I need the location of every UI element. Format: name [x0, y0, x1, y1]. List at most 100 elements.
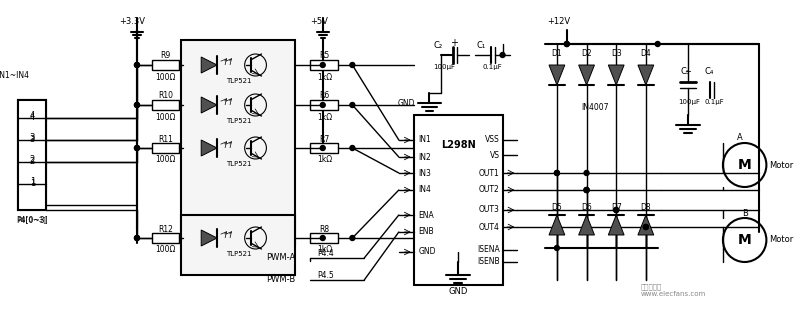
- Text: L298N: L298N: [441, 140, 475, 150]
- Polygon shape: [578, 215, 594, 235]
- Circle shape: [350, 146, 355, 151]
- Circle shape: [320, 235, 326, 240]
- Text: 100Ω: 100Ω: [155, 156, 176, 165]
- Bar: [414, 115, 502, 285]
- Text: C₂: C₂: [434, 40, 442, 49]
- Polygon shape: [202, 230, 217, 246]
- Circle shape: [350, 235, 355, 240]
- Text: 3: 3: [30, 134, 35, 142]
- Bar: [182, 40, 295, 245]
- Text: C₃: C₃: [681, 68, 690, 76]
- Text: Motor: Motor: [770, 161, 794, 170]
- Text: C₄: C₄: [704, 68, 714, 76]
- Text: 3: 3: [30, 136, 35, 145]
- Text: IN2: IN2: [418, 152, 431, 162]
- Text: Motor: Motor: [770, 235, 794, 244]
- Text: 2: 2: [30, 156, 35, 165]
- Polygon shape: [202, 140, 217, 156]
- Circle shape: [655, 42, 660, 47]
- Text: OUT4: OUT4: [478, 223, 500, 232]
- Text: 0.1μF: 0.1μF: [704, 99, 724, 105]
- Bar: [152, 143, 179, 153]
- Text: IN4007: IN4007: [582, 104, 609, 112]
- Bar: [18, 100, 46, 210]
- Text: C₁: C₁: [477, 40, 486, 49]
- Text: D3: D3: [611, 49, 622, 58]
- Text: D7: D7: [611, 203, 622, 212]
- Bar: [18, 100, 46, 210]
- Polygon shape: [250, 272, 310, 288]
- Circle shape: [500, 53, 505, 58]
- Circle shape: [564, 42, 570, 47]
- Bar: [310, 60, 338, 70]
- Text: 1kΩ: 1kΩ: [317, 112, 332, 121]
- Circle shape: [320, 146, 326, 151]
- Circle shape: [134, 146, 139, 151]
- Text: M: M: [738, 233, 751, 247]
- Text: IN4: IN4: [418, 186, 431, 194]
- Circle shape: [134, 235, 139, 240]
- Circle shape: [554, 245, 559, 250]
- Bar: [310, 233, 338, 243]
- Circle shape: [643, 224, 648, 229]
- Text: TLP521: TLP521: [226, 161, 251, 167]
- Text: 0.1μF: 0.1μF: [483, 64, 502, 70]
- Text: PWM-A: PWM-A: [266, 254, 295, 263]
- Circle shape: [554, 171, 559, 176]
- Text: 4: 4: [30, 114, 35, 122]
- Text: IN1~IN4: IN1~IN4: [0, 70, 30, 80]
- Circle shape: [350, 102, 355, 107]
- Circle shape: [614, 208, 618, 213]
- Text: +5V: +5V: [310, 18, 328, 27]
- Text: ISENA: ISENA: [477, 245, 500, 254]
- Text: 2: 2: [30, 157, 35, 167]
- Text: +3.3V: +3.3V: [119, 18, 145, 27]
- Circle shape: [643, 224, 648, 229]
- Circle shape: [564, 42, 570, 47]
- Text: 1: 1: [30, 179, 35, 188]
- Text: 电子发烧友
www.elecfans.com: 电子发烧友 www.elecfans.com: [641, 283, 706, 297]
- Circle shape: [134, 146, 139, 151]
- Text: R6: R6: [319, 91, 330, 100]
- Circle shape: [134, 63, 139, 68]
- Text: ENB: ENB: [418, 228, 434, 237]
- Polygon shape: [202, 97, 217, 113]
- Polygon shape: [549, 215, 565, 235]
- Text: 100μF: 100μF: [434, 64, 455, 70]
- Circle shape: [134, 102, 139, 107]
- Text: D1: D1: [552, 49, 562, 58]
- Text: P4[0~3]: P4[0~3]: [17, 215, 48, 224]
- Text: R7: R7: [319, 135, 330, 143]
- Text: 100μF: 100μF: [678, 99, 701, 105]
- Text: P4.4: P4.4: [317, 249, 334, 259]
- Text: TLP521: TLP521: [226, 78, 251, 84]
- Text: +: +: [684, 68, 691, 76]
- Text: +: +: [450, 38, 458, 48]
- Text: TLP521: TLP521: [226, 118, 251, 124]
- Text: OUT2: OUT2: [479, 186, 500, 194]
- Text: R11: R11: [158, 135, 173, 143]
- Polygon shape: [578, 65, 594, 85]
- Circle shape: [554, 171, 559, 176]
- Text: GND: GND: [418, 248, 436, 256]
- Text: D5: D5: [551, 203, 562, 212]
- Polygon shape: [608, 215, 624, 235]
- Bar: [310, 143, 338, 153]
- Circle shape: [614, 208, 618, 213]
- Text: IN1: IN1: [418, 136, 431, 145]
- Text: B: B: [742, 208, 747, 218]
- Text: P4.5: P4.5: [317, 271, 334, 280]
- Bar: [310, 100, 338, 110]
- Text: ENA: ENA: [418, 211, 434, 219]
- Text: GND: GND: [398, 99, 416, 107]
- Text: VSS: VSS: [485, 136, 500, 145]
- Bar: [152, 100, 179, 110]
- Text: 100Ω: 100Ω: [155, 245, 176, 254]
- Polygon shape: [250, 250, 310, 266]
- Circle shape: [350, 63, 355, 68]
- Bar: [182, 215, 295, 275]
- Text: IN3: IN3: [418, 168, 431, 177]
- Polygon shape: [549, 65, 565, 85]
- Circle shape: [320, 102, 326, 107]
- Text: PWM-B: PWM-B: [266, 275, 295, 285]
